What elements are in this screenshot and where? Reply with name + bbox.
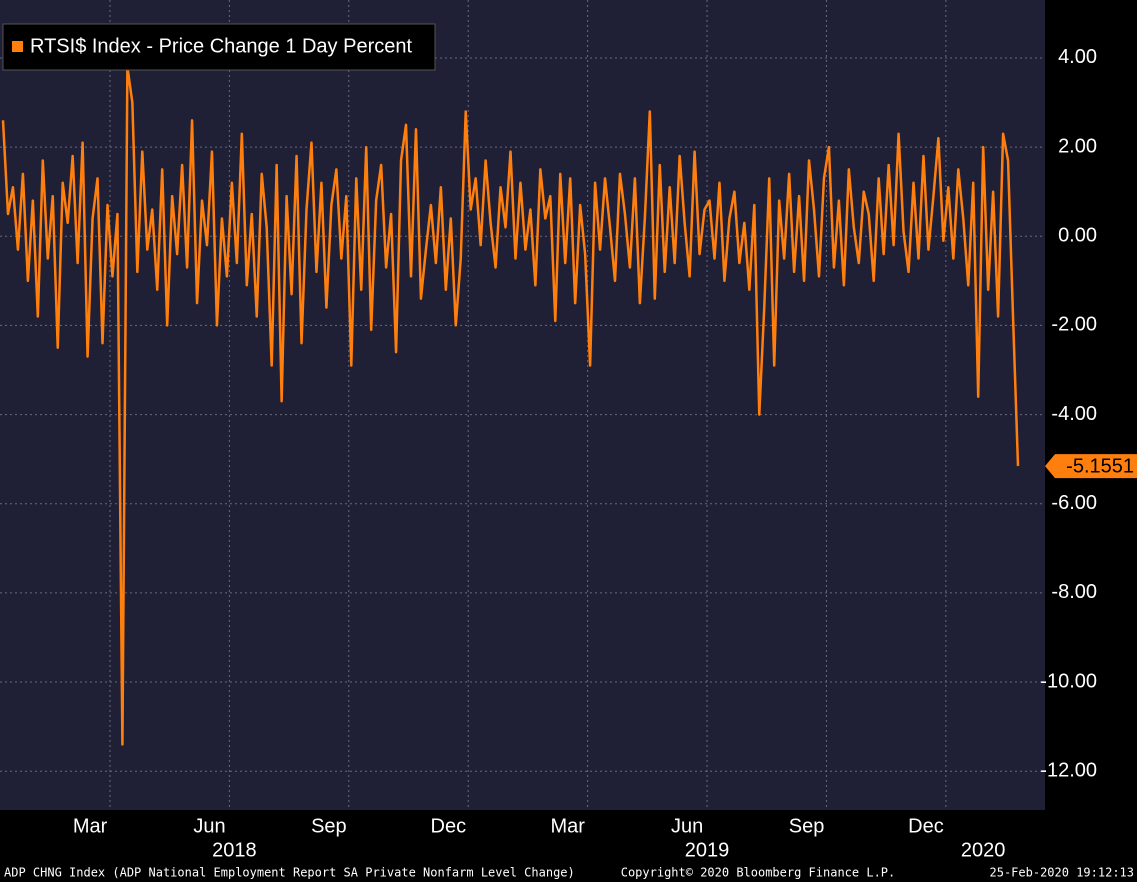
legend-swatch bbox=[12, 41, 23, 52]
x-tick-label: Mar bbox=[73, 815, 108, 837]
y-tick-label: 2.00 bbox=[1058, 135, 1097, 157]
last-value-tag bbox=[1045, 454, 1137, 479]
x-tick-label: Dec bbox=[908, 815, 944, 837]
year-label: 2018 bbox=[212, 839, 257, 861]
legend: RTSI$ Index - Price Change 1 Day Percent bbox=[2, 23, 436, 71]
y-tick-label: -4.00 bbox=[1051, 403, 1097, 425]
legend-box bbox=[2, 23, 436, 71]
x-tick-label: Dec bbox=[431, 815, 467, 837]
y-tick-label: -2.00 bbox=[1051, 314, 1097, 336]
plot-area bbox=[0, 0, 1045, 810]
grid bbox=[0, 0, 1045, 810]
x-tick-label: Sep bbox=[789, 815, 825, 837]
y-tick-label: -12.00 bbox=[1040, 759, 1097, 781]
y-tick-label: -6.00 bbox=[1051, 492, 1097, 514]
series-line bbox=[1, 65, 1020, 746]
copyright: Copyright© 2020 Bloomberg Finance L.P. bbox=[621, 866, 896, 880]
y-tick-label: -10.00 bbox=[1040, 670, 1097, 692]
timestamp: 25-Feb-2020 19:12:13 bbox=[990, 866, 1135, 880]
year-label: 2020 bbox=[961, 839, 1006, 861]
series-layer bbox=[1, 65, 1020, 746]
last-value-label: -5.1551 bbox=[1066, 455, 1134, 477]
x-tick-label: Jun bbox=[671, 815, 703, 837]
x-tick-label: Mar bbox=[550, 815, 585, 837]
legend-label: RTSI$ Index - Price Change 1 Day Percent bbox=[30, 35, 412, 57]
y-tick-label: -8.00 bbox=[1051, 581, 1097, 603]
x-tick-label: Sep bbox=[311, 815, 347, 837]
y-tick-label: 4.00 bbox=[1058, 46, 1097, 68]
y-tick-label: 0.00 bbox=[1058, 225, 1097, 247]
x-tick-label: Jun bbox=[193, 815, 225, 837]
source-note: ADP CHNG Index (ADP National Employment … bbox=[4, 866, 575, 880]
year-label: 2019 bbox=[685, 839, 730, 861]
